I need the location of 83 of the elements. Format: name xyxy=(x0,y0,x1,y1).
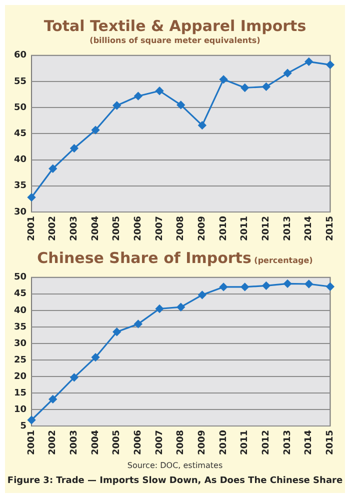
point xyxy=(92,353,100,362)
point xyxy=(220,282,228,291)
x-tick-label: 2006 xyxy=(134,430,144,456)
x-tick-label: 2005 xyxy=(112,430,122,456)
x-tick-label: 2003 xyxy=(70,430,80,456)
point xyxy=(112,101,121,110)
x-tick-label: 2012 xyxy=(262,216,272,242)
chart-title: Chinese Share of Imports xyxy=(37,249,252,267)
point xyxy=(284,69,292,78)
point xyxy=(304,280,313,288)
x-tick-label: 2013 xyxy=(282,430,293,456)
point xyxy=(112,328,121,336)
y-tick-label: 40 xyxy=(14,155,27,166)
x-tick-label: 2007 xyxy=(154,216,165,242)
point xyxy=(48,395,57,404)
point xyxy=(156,304,164,313)
point xyxy=(198,290,206,299)
x-tick-label: 2010 xyxy=(218,216,229,242)
y-tick-label: 30 xyxy=(14,207,27,218)
x-tick-label: 2004 xyxy=(90,216,101,242)
x-tick-label: 2010 xyxy=(218,430,229,456)
point xyxy=(28,416,36,424)
point xyxy=(198,121,206,130)
y-tick-label: 30 xyxy=(14,338,27,349)
y-tick-label: 10 xyxy=(14,404,27,415)
y-tick-label: 50 xyxy=(14,272,27,283)
point xyxy=(240,282,249,291)
point xyxy=(176,100,185,109)
x-tick-label: 2008 xyxy=(176,216,186,242)
point xyxy=(134,92,142,100)
point xyxy=(176,303,185,312)
point xyxy=(262,82,270,91)
y-tick-label: 45 xyxy=(14,289,27,300)
y-tick-label: 60 xyxy=(14,50,27,61)
x-tick-label: 2002 xyxy=(48,430,58,456)
y-tick-label: 45 xyxy=(14,129,27,140)
y-tick-label: 50 xyxy=(14,102,27,113)
point xyxy=(240,84,249,92)
point xyxy=(326,282,334,291)
x-tick-label: 2012 xyxy=(262,430,272,456)
y-tick-label: 5 xyxy=(20,421,27,432)
x-tick-label: 2009 xyxy=(198,216,208,242)
x-tick-label: 2002 xyxy=(48,216,58,242)
x-tick-label: 2007 xyxy=(154,430,165,456)
point xyxy=(70,373,78,382)
point xyxy=(92,126,100,134)
point xyxy=(48,164,57,173)
y-tick-label: 40 xyxy=(14,306,27,316)
x-tick-label: 2001 xyxy=(26,216,37,242)
y-tick-label: 55 xyxy=(14,76,27,87)
point xyxy=(220,75,228,84)
y-tick-label: 20 xyxy=(14,372,27,382)
x-tick-label: 2005 xyxy=(112,216,122,242)
x-tick-label: 2006 xyxy=(134,216,144,242)
point xyxy=(262,282,270,290)
x-tick-label: 2004 xyxy=(90,430,101,456)
chart-subtitle: (billions of square meter equivalents) xyxy=(88,36,262,45)
x-tick-label: 2015 xyxy=(326,430,336,456)
caption: Figure 3: Trade — Imports Slow Down, As Does The Chinese Share xyxy=(6,476,344,486)
x-tick-label: 2001 xyxy=(26,430,37,456)
point xyxy=(284,280,292,288)
y-tick-label: 35 xyxy=(14,181,27,192)
point xyxy=(156,86,164,95)
y-tick-label: 35 xyxy=(14,322,27,332)
x-tick-label: 2003 xyxy=(70,216,80,242)
x-tick-label: 2015 xyxy=(326,216,336,242)
x-tick-label: 2011 xyxy=(240,216,250,242)
x-tick-label: 2009 xyxy=(198,430,208,456)
chart-subtitle: (percentage) xyxy=(253,256,313,265)
point xyxy=(326,60,334,69)
point xyxy=(28,193,36,202)
x-tick-label: 2013 xyxy=(282,216,293,242)
x-tick-label: 2008 xyxy=(176,430,186,456)
y-tick-label: 25 xyxy=(14,355,27,366)
y-tick-label: 15 xyxy=(14,388,27,398)
x-tick-label: 2014 xyxy=(304,430,314,456)
chart-title: Total Textile & Apparel Imports xyxy=(42,17,308,35)
source-note: Source: DOC, estimates xyxy=(126,461,224,470)
point xyxy=(70,144,78,152)
point xyxy=(304,58,313,66)
x-tick-label: 2014 xyxy=(304,216,314,242)
x-tick-label: 2011 xyxy=(240,430,250,456)
point xyxy=(134,320,142,328)
